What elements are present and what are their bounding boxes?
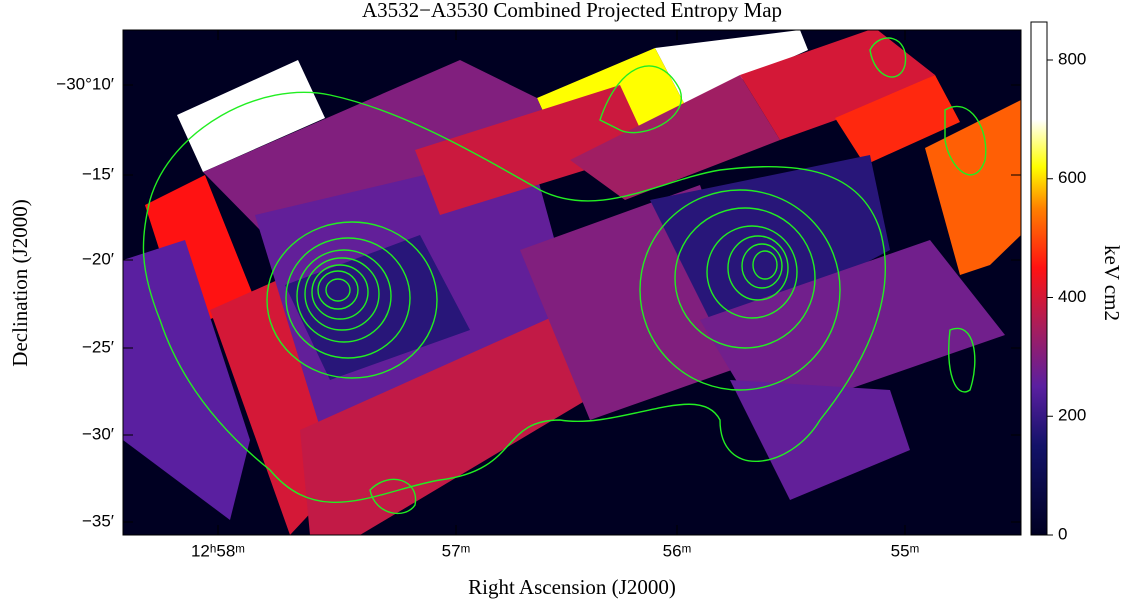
x-tick-label: 55ᵐ <box>891 541 920 560</box>
y-tick-label: −20′ <box>82 249 114 268</box>
entropy-tile <box>835 75 960 165</box>
contour <box>944 105 987 176</box>
colorbar-tick-label: 400 <box>1058 287 1086 306</box>
y-tick-label: −30′ <box>82 424 114 443</box>
contour <box>869 37 907 78</box>
plot-frame <box>122 29 1022 536</box>
colorbar-tick-label: 200 <box>1058 406 1086 425</box>
entropy-tile <box>300 300 620 535</box>
contour <box>266 221 438 379</box>
entropy-tile <box>730 380 910 500</box>
colorbar-label: keV cm2 <box>1100 245 1124 321</box>
entropy-tile <box>650 155 890 340</box>
contour <box>304 257 380 331</box>
contours <box>142 37 987 515</box>
colorbar-tick-label: 800 <box>1058 49 1086 68</box>
y-axis-label: Declination (J2000) <box>8 199 32 366</box>
x-tick-label: 57ᵐ <box>442 541 471 560</box>
contour <box>311 264 369 320</box>
entropy-tile <box>570 75 780 200</box>
entropy-tile <box>925 100 1021 275</box>
y-tick-label: −15′ <box>82 164 114 183</box>
contour <box>639 189 841 391</box>
contour <box>727 235 789 301</box>
entropy-tile <box>145 175 255 330</box>
colorbar-tick-label: 0 <box>1058 524 1067 543</box>
y-tick-label: −30°10′ <box>56 74 114 93</box>
contour <box>325 278 351 302</box>
x-axis-label: Right Ascension (J2000) <box>468 575 676 599</box>
contour <box>706 225 798 319</box>
contour <box>369 478 417 515</box>
contour <box>948 327 976 393</box>
contour <box>674 207 816 349</box>
y-tick-label: −35′ <box>82 511 114 530</box>
entropy-tile <box>700 240 1005 420</box>
contour <box>142 91 886 504</box>
entropy-tile <box>740 30 935 140</box>
tiles <box>123 30 1021 535</box>
x-tick-label: 12ʰ58ᵐ <box>191 541 245 560</box>
colorbar-tick-label: 600 <box>1058 168 1086 187</box>
contour <box>752 250 778 280</box>
contour <box>599 65 682 134</box>
x-tick-label: 56ᵐ <box>663 541 692 560</box>
entropy-tile <box>285 235 470 380</box>
entropy-tile <box>415 85 650 215</box>
colorbar <box>1030 21 1048 536</box>
entropy-tile <box>177 60 325 172</box>
contour <box>741 243 783 289</box>
contour <box>296 249 392 343</box>
contour <box>317 270 359 310</box>
entropy-tile <box>123 240 250 520</box>
entropy-tile <box>655 30 808 105</box>
chart-title: A3532−A3530 Combined Projected Entropy M… <box>362 0 782 22</box>
contour <box>285 237 411 359</box>
y-tick-label: −25′ <box>82 337 114 356</box>
